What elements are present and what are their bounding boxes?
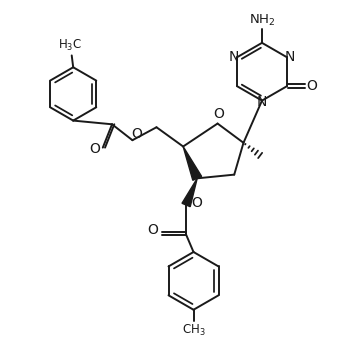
Text: N: N (257, 95, 267, 109)
Text: CH$_3$: CH$_3$ (182, 323, 205, 338)
Text: O: O (132, 126, 142, 140)
Text: O: O (148, 223, 159, 237)
Text: NH$_2$: NH$_2$ (249, 13, 275, 28)
Text: O: O (89, 142, 100, 156)
Text: O: O (307, 79, 317, 93)
Text: O: O (191, 196, 202, 210)
Polygon shape (183, 147, 202, 180)
Text: O: O (213, 107, 224, 121)
Text: H$_3$C: H$_3$C (58, 38, 82, 53)
Polygon shape (182, 178, 197, 207)
Text: N: N (229, 50, 239, 64)
Text: N: N (285, 50, 295, 64)
